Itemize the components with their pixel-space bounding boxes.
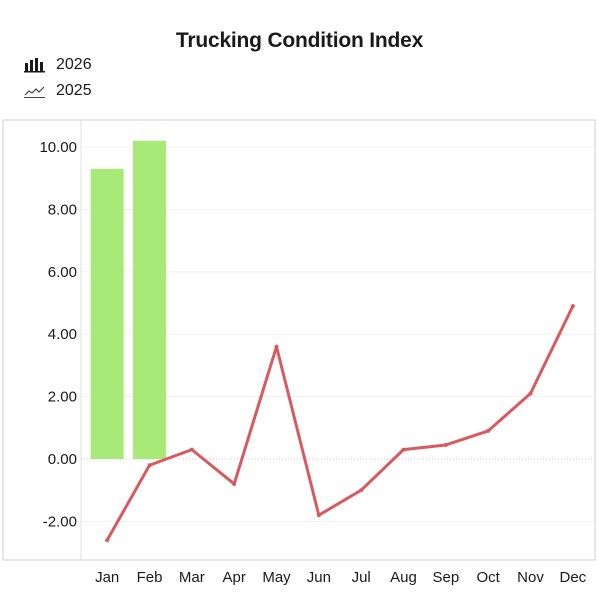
line-point[interactable] <box>486 428 491 433</box>
y-tick-label: 2.00 <box>48 389 77 406</box>
bar[interactable] <box>90 168 124 459</box>
x-tick-label: Feb <box>137 569 163 586</box>
line-point[interactable] <box>570 304 575 309</box>
line-point[interactable] <box>359 488 364 493</box>
x-tick-label: Aug <box>390 569 417 586</box>
bar-chart-icon <box>24 58 45 73</box>
bar[interactable] <box>133 140 166 459</box>
x-tick-label: Nov <box>517 569 544 586</box>
y-tick-label: 6.00 <box>48 264 77 281</box>
x-tick-label: Apr <box>222 569 245 586</box>
x-tick-label: Jan <box>95 569 119 586</box>
x-tick-label: May <box>262 569 291 586</box>
line-point[interactable] <box>443 442 448 447</box>
x-tick-label: Mar <box>179 569 205 586</box>
legend: 2026 2025 <box>24 52 92 104</box>
line-point[interactable] <box>274 344 279 349</box>
y-tick-label: 0.00 <box>48 451 77 468</box>
y-tick-label: 4.00 <box>48 326 77 343</box>
line-point[interactable] <box>232 481 237 486</box>
x-tick-label: Dec <box>559 569 586 586</box>
y-tick-label: 8.00 <box>48 201 77 218</box>
series-line[interactable] <box>105 304 575 542</box>
legend-item-2025[interactable]: 2025 <box>24 78 92 104</box>
line-point[interactable] <box>147 463 152 468</box>
y-tick-label: -2.00 <box>43 513 77 530</box>
gridlines <box>81 146 594 522</box>
legend-label-2025: 2025 <box>56 82 92 99</box>
line-series-2025 <box>105 304 575 543</box>
line-point[interactable] <box>528 391 533 396</box>
y-tick-labels: 10.00 8.00 6.00 4.00 2.00 0.00 -2.00 <box>39 139 77 530</box>
legend-label-2026: 2026 <box>56 56 92 73</box>
x-tick-label: Sep <box>432 569 459 586</box>
line-chart-icon <box>24 86 45 98</box>
line-point[interactable] <box>189 447 194 452</box>
plot-frame <box>2 119 596 561</box>
x-tick-label: Oct <box>476 569 500 586</box>
x-tick-label: Jun <box>307 569 331 586</box>
x-tick-labels: Jan Feb Mar Apr May Jun Jul Aug Sep Oct Nov Dec <box>95 569 587 586</box>
bar-series-2026 <box>90 140 166 459</box>
line-point[interactable] <box>105 538 110 543</box>
line-point[interactable] <box>401 447 406 452</box>
legend-item-2026[interactable]: 2026 <box>24 52 92 78</box>
y-tick-label: 10.00 <box>39 139 77 156</box>
line-point[interactable] <box>316 513 321 518</box>
chart-title: Trucking Condition Index <box>175 29 424 52</box>
x-tick-label: Jul <box>352 569 371 586</box>
